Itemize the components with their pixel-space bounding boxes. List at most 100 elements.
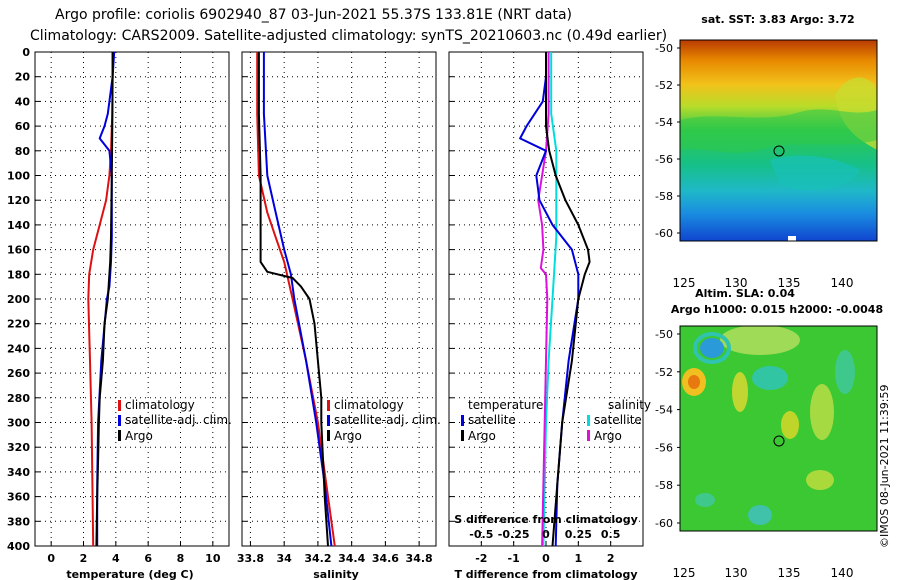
legend-label-climatology: climatology <box>334 398 404 412</box>
sla-cyan-ring-1 <box>693 332 731 364</box>
legend-swatch-argo <box>327 430 330 441</box>
depth-tick-label: 80 <box>15 145 31 158</box>
legend-swatch-argo <box>118 430 121 441</box>
salinity-plot-frame <box>241 51 437 547</box>
depth-tick-label: 60 <box>15 120 31 133</box>
x-tick-label-salinity: -0.25 <box>498 528 530 541</box>
depth-tick-label: 220 <box>7 318 30 331</box>
map-x-tick-label: 130 <box>725 566 748 580</box>
depth-tick-label: 200 <box>7 293 30 306</box>
x-tick-label-salinity: 0.5 <box>601 528 621 541</box>
map-y-tick-label: -52 <box>655 366 673 379</box>
temperature-x-label: temperature (deg C) <box>66 568 193 580</box>
legend-label-argo: Argo <box>125 429 153 443</box>
depth-tick-label: 260 <box>7 367 30 380</box>
temperature-x-ticks: 0 2 4 6 8 10 <box>47 541 221 565</box>
legend-label-argo: Argo <box>334 429 362 443</box>
map-y-tick-label: -54 <box>655 116 673 129</box>
sst-map-frame <box>679 39 878 242</box>
difference-legend: temperature salinity satellite Argo sate… <box>461 398 651 443</box>
depth-tick-label: 320 <box>7 441 30 454</box>
sst-map: sat. SST: 3.83 Argo: 3.72 -50-52-54-56-5… <box>655 13 878 290</box>
legend-swatch-climatology <box>327 400 330 411</box>
x-tick-label-salinity: -0.5 <box>469 528 493 541</box>
map-y-tick-label: -56 <box>655 441 673 454</box>
x-tick-label: 4 <box>112 552 120 565</box>
x-tick-label: 1 <box>575 552 583 565</box>
legend-swatch-temp-argo <box>461 430 464 441</box>
sla-map-title-line1: Altim. SLA: 0.04 <box>695 287 795 300</box>
depth-tick-label: 240 <box>7 342 30 355</box>
sla-light-blob <box>720 326 800 355</box>
series-line-temperature-argo <box>545 52 591 547</box>
sla-yellow-streak-1 <box>732 372 748 412</box>
map-x-tick-label: 125 <box>673 566 696 580</box>
depth-tick-label: 340 <box>7 466 30 479</box>
depth-axis-labels: 0 20 40 60 80 100 120 140 160 180 200 220 240 260 280 3… <box>7 46 30 553</box>
sla-map-x-ticks: 125 130 135 140 <box>673 566 854 580</box>
legend-label-temp-argo: Argo <box>468 429 496 443</box>
salinity-grid <box>242 51 436 547</box>
x-tick-label: 34.2 <box>304 552 331 565</box>
legend-title-temperature: temperature <box>468 398 543 412</box>
sla-map-y-ticks: -50 -52 -54 -56 -58 -60 <box>655 328 680 530</box>
legend-swatch-sal-satellite <box>587 415 590 426</box>
depth-tick-label: 180 <box>7 268 30 281</box>
series-line-temperature-satellite <box>519 52 580 547</box>
series-line-argo <box>257 52 329 547</box>
legend-swatch-climatology <box>118 400 121 411</box>
depth-tick-label: 120 <box>7 194 30 207</box>
x-tick-label: 2 <box>607 552 615 565</box>
sst-map-title: sat. SST: 3.83 Argo: 3.72 <box>701 13 854 26</box>
difference-x-ticks-salinity: -0.5 -0.25 0 0.25 0.5 <box>469 528 620 541</box>
sst-float-marker <box>773 145 785 157</box>
sla-cyan-streak <box>752 366 788 390</box>
x-tick-label: 34.6 <box>372 552 399 565</box>
map-x-tick-label: 130 <box>725 276 748 290</box>
x-tick-label: 10 <box>205 552 221 565</box>
sst-green-band <box>680 109 877 153</box>
map-x-tick-label: 135 <box>778 566 801 580</box>
map-x-tick-label: 140 <box>831 276 854 290</box>
difference-series <box>519 52 591 547</box>
x-tick-label: 34.4 <box>338 552 365 565</box>
legend-swatch-satellite <box>327 415 330 426</box>
x-tick-label-salinity: 0 <box>542 528 550 541</box>
map-y-tick-label: -58 <box>655 479 673 492</box>
sla-blue-eddy-1 <box>700 338 724 358</box>
figure-title-line2: Climatology: CARS2009. Satellite-adjuste… <box>30 28 667 44</box>
sst-map-x-ticks: 125 130 135 140 <box>673 276 854 290</box>
x-tick-label: 0 <box>542 552 550 565</box>
sst-cyan-patch <box>770 155 860 190</box>
sst-map-y-ticks: -50 -52 -54 -56 -58 -60 <box>655 42 680 240</box>
salinity-series <box>256 52 336 547</box>
difference-x-label-salinity: S difference from climatology <box>454 513 638 526</box>
temperature-plot-frame <box>34 51 230 547</box>
salinity-x-ticks: 33.8 34 34.2 34.4 34.6 34.8 <box>237 541 433 565</box>
x-tick-label-salinity: 0.25 <box>565 528 592 541</box>
map-y-tick-label: -52 <box>655 79 673 92</box>
map-y-tick-label: -58 <box>655 190 673 203</box>
legend-label-satellite: satellite-adj. clim. <box>125 413 232 427</box>
depth-tick-label: 0 <box>22 46 30 59</box>
sla-cyan-streak-2 <box>835 350 855 394</box>
series-line-argo <box>95 52 114 547</box>
depth-tick-label: 160 <box>7 244 30 257</box>
difference-x-label-temperature: T difference from climatology <box>454 568 637 580</box>
salinity-x-label: salinity <box>313 568 359 580</box>
temperature-panel: 0 2 4 6 8 10 temperature (deg C) climatology … <box>34 51 232 580</box>
x-tick-label: -1 <box>508 552 520 565</box>
sla-yellow-low <box>806 470 834 490</box>
difference-x-ticks: -2 -1 0 1 2 <box>475 541 614 565</box>
temperature-grid <box>35 51 229 547</box>
series-line-satellite-adj-clim- <box>262 52 333 547</box>
imos-credit: ©IMOS 08-Jun-2021 11:39:59 <box>878 384 891 548</box>
legend-label-sal-argo: Argo <box>594 429 622 443</box>
depth-tick-label: 280 <box>7 392 30 405</box>
x-tick-label: 8 <box>177 552 185 565</box>
series-line-climatology <box>256 52 336 547</box>
map-y-tick-label: -56 <box>655 153 673 166</box>
map-y-tick-label: -54 <box>655 404 673 417</box>
sla-map-frame <box>679 325 878 532</box>
